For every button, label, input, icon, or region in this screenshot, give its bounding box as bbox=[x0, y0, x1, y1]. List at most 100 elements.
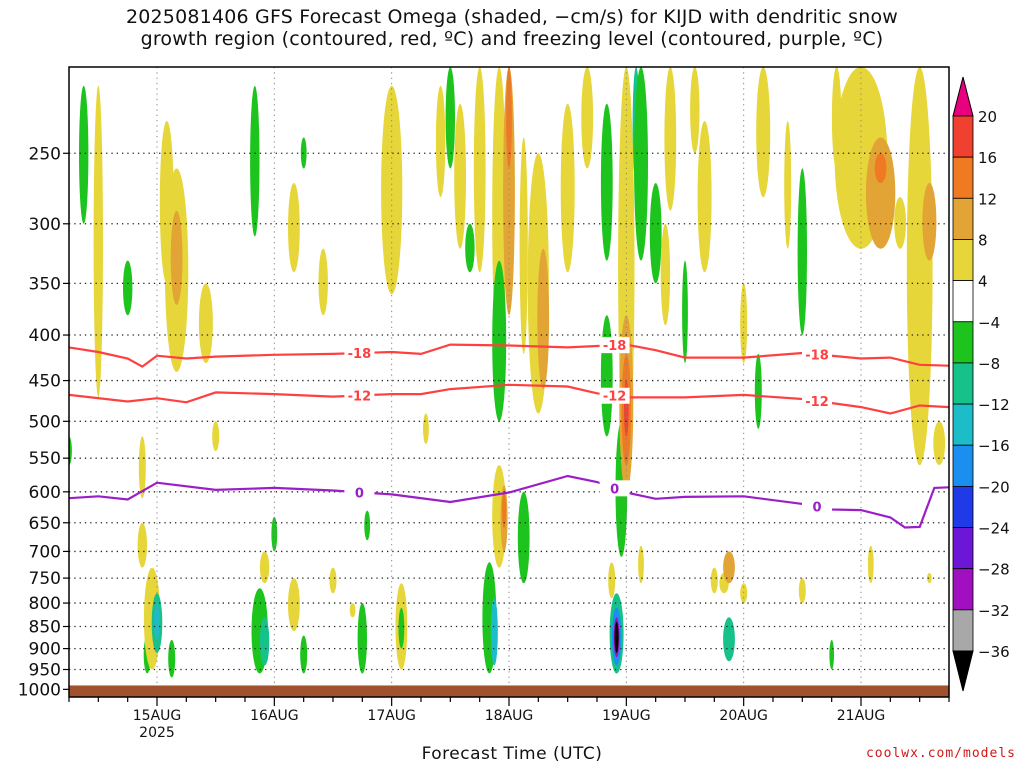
omega-cell bbox=[537, 248, 550, 390]
omega-cell bbox=[865, 137, 896, 249]
x-tick-label: 18AUG bbox=[485, 708, 534, 724]
contour-line bbox=[69, 383, 949, 415]
omega-cell bbox=[445, 67, 455, 169]
x-tick-label: 21AUG bbox=[837, 708, 886, 724]
omega-cell bbox=[212, 421, 220, 452]
omega-cell bbox=[137, 522, 147, 568]
colorbar-label: −8 bbox=[978, 355, 1000, 373]
colorbar-swatch bbox=[952, 197, 974, 240]
y-tick-label: 400 bbox=[29, 326, 61, 346]
omega-cell bbox=[682, 260, 688, 363]
omega-cell bbox=[829, 639, 834, 670]
colorbar-swatch bbox=[952, 115, 974, 158]
colorbar-swatch bbox=[952, 239, 974, 282]
omega-cell bbox=[867, 545, 874, 584]
y-tick-label: 350 bbox=[29, 274, 61, 294]
contour-label: 0 bbox=[812, 501, 821, 516]
x-tick-sublabel: 2025 bbox=[139, 725, 175, 741]
colorbar-label: −12 bbox=[978, 396, 1010, 414]
omega-cell bbox=[581, 67, 594, 169]
omega-cell bbox=[168, 639, 176, 678]
omega-cell bbox=[138, 436, 146, 499]
chart-title-line-1: 2025081406 GFS Forecast Omega (shaded, −… bbox=[125, 6, 899, 28]
y-tick-label: 300 bbox=[29, 215, 61, 235]
omega-cell bbox=[123, 260, 133, 316]
x-tick-label: 15AUG bbox=[133, 708, 182, 724]
omega-cell bbox=[754, 353, 762, 429]
omega-cell bbox=[560, 103, 575, 273]
colorbar-label: 12 bbox=[978, 190, 997, 208]
colorbar-top-arrow bbox=[952, 76, 974, 117]
y-tick-label: 600 bbox=[29, 483, 61, 503]
omega-cell bbox=[933, 421, 946, 466]
omega-cell bbox=[364, 510, 371, 541]
omega-cell bbox=[300, 635, 308, 674]
omega-cell bbox=[638, 545, 644, 584]
chart-title-line-2: growth region (contoured, red, ºC) and f… bbox=[140, 28, 884, 50]
omega-cell bbox=[798, 578, 806, 604]
y-tick-label: 900 bbox=[29, 640, 61, 660]
contour-label: -18 bbox=[348, 347, 372, 362]
omega-cell bbox=[690, 67, 700, 154]
colorbar-swatch bbox=[952, 444, 974, 487]
grid bbox=[69, 67, 949, 697]
colorbar-label: 16 bbox=[978, 149, 997, 167]
omega-cell bbox=[435, 85, 446, 198]
y-tick-label: 750 bbox=[29, 569, 61, 589]
contour-label-bg bbox=[802, 346, 832, 363]
pressure-axis: 250 300 350 400 450 500 550 600 650 700 750 800 850 9… bbox=[18, 144, 69, 700]
contour-label: -12 bbox=[348, 389, 372, 404]
omega-cell bbox=[259, 617, 270, 666]
contour-label: -12 bbox=[603, 390, 627, 405]
y-tick-label: 450 bbox=[29, 372, 61, 392]
contour-label-bg bbox=[344, 345, 375, 362]
omega-cell bbox=[250, 85, 260, 237]
x-tick-label: 17AUG bbox=[367, 708, 416, 724]
colorbar-swatch bbox=[952, 609, 974, 652]
omega-cell bbox=[710, 567, 718, 594]
omega-cell bbox=[300, 137, 307, 169]
contour-label-bg bbox=[344, 387, 375, 404]
omega-cell bbox=[927, 572, 932, 584]
colorbar-label: −4 bbox=[978, 314, 1000, 332]
colorbar-swatch bbox=[952, 321, 974, 364]
colorbar-swatch bbox=[952, 362, 974, 405]
y-tick-label: 500 bbox=[29, 412, 61, 432]
omega-cell bbox=[170, 210, 183, 305]
y-tick-label: 250 bbox=[29, 144, 61, 164]
contour-label-bg bbox=[599, 387, 630, 404]
y-tick-label: 800 bbox=[29, 594, 61, 614]
temperature-contours: -18 -18 -18 -12 -12 -12 0 0 0 bbox=[69, 337, 949, 529]
contour-label-bg bbox=[599, 480, 630, 497]
omega-cell bbox=[259, 551, 270, 584]
omega-cell bbox=[349, 603, 356, 618]
omega-cell bbox=[600, 315, 613, 437]
omega-colorbar: 20 16 12 8 4 −4 −8 −12 −16 −20 −24 −28 −32 −36 bbox=[952, 76, 1010, 692]
colorbar-swatch bbox=[952, 280, 974, 323]
omega-cell bbox=[519, 137, 528, 354]
contour-label: 0 bbox=[355, 486, 364, 501]
x-tick-label: 20AUG bbox=[719, 708, 768, 724]
contour-label: -18 bbox=[805, 348, 829, 363]
omega-cell bbox=[874, 153, 887, 184]
omega-cell bbox=[784, 121, 792, 249]
omega-cell bbox=[288, 183, 300, 273]
omega-cell bbox=[649, 183, 662, 284]
colorbar-swatch bbox=[952, 485, 974, 528]
omega-cell bbox=[894, 197, 906, 249]
omega-cell bbox=[506, 67, 512, 169]
omega-cell bbox=[740, 583, 748, 603]
contour-label-bg bbox=[344, 484, 375, 501]
omega-cell bbox=[357, 603, 367, 674]
y-tick-label: 850 bbox=[29, 617, 61, 637]
omega-cell bbox=[600, 103, 613, 261]
colorbar-label: −32 bbox=[978, 602, 1010, 620]
colorbar-label: −24 bbox=[978, 520, 1010, 538]
omega-cell bbox=[614, 621, 619, 653]
omega-cell bbox=[723, 617, 735, 662]
omega-cell bbox=[660, 223, 671, 326]
omega-cell bbox=[697, 121, 712, 273]
omega-cell bbox=[423, 413, 429, 444]
contour-label-bg bbox=[599, 337, 630, 354]
